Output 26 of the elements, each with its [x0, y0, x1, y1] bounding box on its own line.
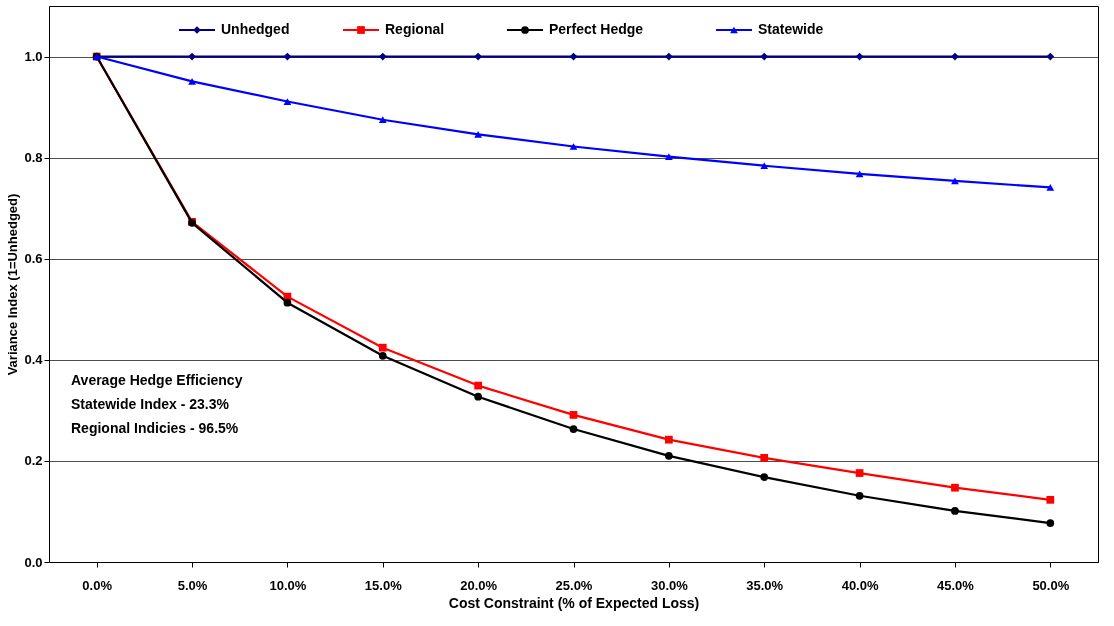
y-axis-title: Variance Index (1=Unhedged)	[5, 193, 21, 376]
x-tick-label: 15.0%	[364, 577, 403, 593]
legend-label: Unhedged	[221, 21, 290, 37]
y-tick-label: 0.0	[24, 554, 43, 570]
x-tick-label: 5.0%	[177, 577, 208, 593]
annotation: Statewide Index - 23.3%	[71, 396, 230, 412]
x-tick-label: 10.0%	[269, 577, 307, 593]
legend-label: Perfect Hedge	[549, 21, 644, 37]
x-tick-label: 30.0%	[650, 577, 689, 593]
x-tick-label: 20.0%	[460, 577, 498, 593]
legend-label: Statewide	[758, 21, 824, 37]
x-axis-title: Cost Constraint (% of Expected Loss)	[448, 594, 700, 611]
x-tick-label: 35.0%	[746, 577, 784, 593]
y-tick-label: 0.8	[24, 150, 43, 166]
y-tick-label: 0.2	[24, 453, 43, 469]
y-tick-label: 0.6	[24, 251, 43, 267]
annotation: Average Hedge Efficiency	[71, 372, 243, 388]
annotation: Regional Indicies - 96.5%	[71, 420, 239, 436]
x-tick-label: 45.0%	[937, 577, 975, 593]
x-tick-label: 0.0%	[82, 577, 113, 593]
y-tick-label: 1.0	[24, 49, 43, 65]
x-tick-label: 50.0%	[1032, 577, 1070, 593]
x-tick-label: 40.0%	[841, 577, 879, 593]
x-tick-label: 25.0%	[555, 577, 593, 593]
legend-label: Regional	[385, 21, 445, 37]
y-tick-label: 0.4	[24, 352, 44, 368]
